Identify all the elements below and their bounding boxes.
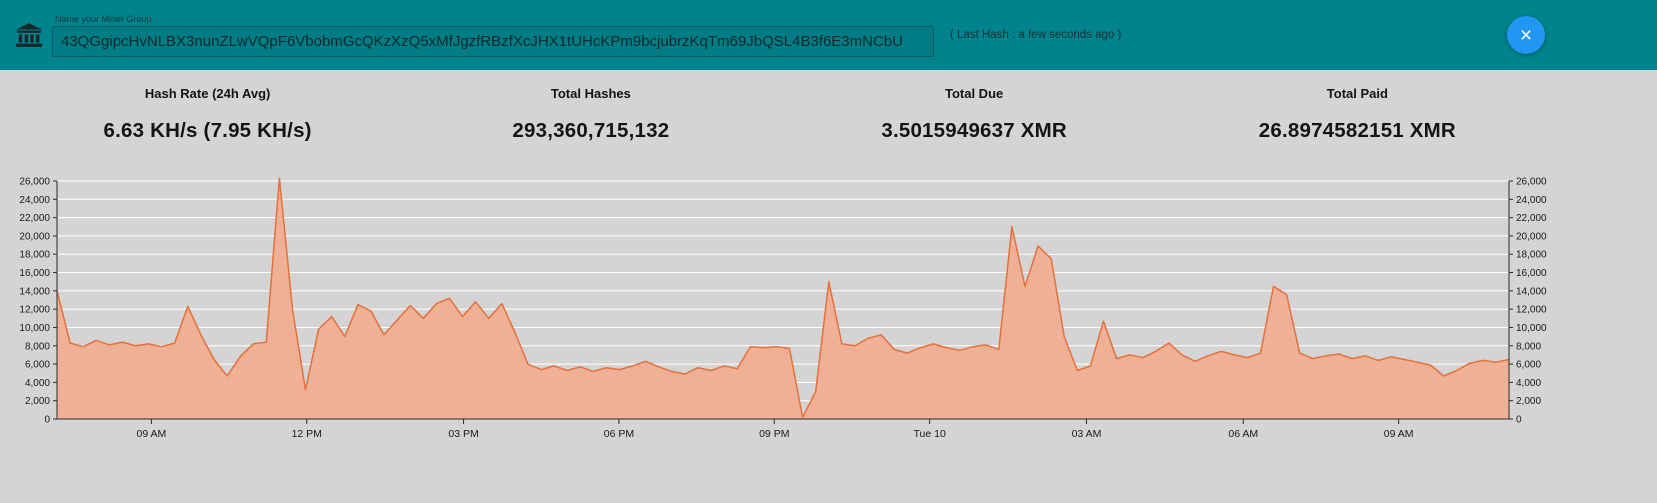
svg-text:22,000: 22,000 [19, 213, 50, 224]
svg-text:09 PM: 09 PM [759, 428, 789, 440]
svg-text:20,000: 20,000 [1516, 231, 1547, 242]
svg-text:16,000: 16,000 [1516, 268, 1547, 279]
bank-icon [14, 23, 44, 47]
stat-value: 3.5015949637 XMR [881, 119, 1067, 142]
svg-text:10,000: 10,000 [1516, 323, 1547, 334]
stat-total-paid: Total Paid 26.8974582151 XMR [1166, 86, 1549, 143]
svg-text:12,000: 12,000 [19, 305, 50, 316]
svg-text:12 PM: 12 PM [292, 428, 322, 440]
stat-label: Hash Rate (24h Avg) [144, 86, 271, 101]
svg-text:03 AM: 03 AM [1072, 428, 1102, 440]
svg-text:2,000: 2,000 [1516, 396, 1541, 407]
address-field-label: Name your Miner Group [55, 13, 152, 24]
svg-text:26,000: 26,000 [19, 177, 50, 188]
svg-text:10,000: 10,000 [19, 323, 50, 334]
svg-text:16,000: 16,000 [19, 268, 50, 279]
stat-label: Total Paid [1326, 86, 1388, 101]
svg-text:8,000: 8,000 [25, 341, 50, 352]
svg-text:4,000: 4,000 [1516, 378, 1541, 389]
stat-label: Total Due [944, 86, 1004, 101]
stat-hashrate: Hash Rate (24h Avg) 6.63 KH/s (7.95 KH/s… [16, 86, 399, 143]
last-hash-status: ( Last Hash : a few seconds ago ) [950, 29, 1122, 41]
svg-text:09 AM: 09 AM [1384, 428, 1414, 440]
svg-text:24,000: 24,000 [1516, 195, 1547, 206]
close-button[interactable]: × [1507, 16, 1545, 54]
stat-value: 293,360,715,132 [512, 119, 670, 142]
svg-text:03 PM: 03 PM [448, 428, 478, 440]
svg-text:2,000: 2,000 [25, 396, 50, 407]
stat-total-hashes: Total Hashes 293,360,715,132 [399, 86, 782, 143]
svg-text:6,000: 6,000 [25, 360, 50, 371]
hashrate-area-chart: 0 0 2,000 2,000 4,000 4,000 6,000 6,000 8,000 8,0… [19, 177, 1547, 441]
miner-dashboard: Name your Miner Group ( Last Hash : a fe… [0, 0, 1657, 451]
svg-text:4,000: 4,000 [25, 378, 50, 389]
svg-text:18,000: 18,000 [1516, 250, 1547, 261]
svg-text:24,000: 24,000 [19, 195, 50, 206]
stats-row: Hash Rate (24h Avg) 6.63 KH/s (7.95 KH/s… [16, 86, 1549, 143]
miner-address-input[interactable] [52, 25, 934, 57]
svg-text:22,000: 22,000 [1516, 213, 1547, 224]
svg-text:0: 0 [1516, 415, 1522, 426]
svg-text:06 AM: 06 AM [1228, 428, 1258, 440]
stat-total-due: Total Due 3.5015949637 XMR [783, 86, 1166, 143]
stat-label: Total Hashes [550, 86, 631, 101]
topbar: Name your Miner Group ( Last Hash : a fe… [0, 0, 1657, 70]
svg-text:09 AM: 09 AM [136, 428, 166, 440]
stat-value: 26.8974582151 XMR [1258, 119, 1456, 142]
hashrate-chart-section: 0 0 2,000 2,000 4,000 4,000 6,000 6,000 8,000 8,0… [0, 169, 1657, 451]
svg-text:0: 0 [44, 415, 50, 426]
svg-text:14,000: 14,000 [1516, 286, 1547, 297]
svg-text:12,000: 12,000 [1516, 305, 1547, 316]
address-field-group: Name your Miner Group [52, 14, 934, 57]
svg-text:Tue 10: Tue 10 [913, 428, 945, 440]
svg-text:6,000: 6,000 [1516, 360, 1541, 371]
svg-text:20,000: 20,000 [19, 231, 50, 242]
svg-text:26,000: 26,000 [1516, 177, 1547, 188]
svg-text:14,000: 14,000 [19, 286, 50, 297]
svg-text:18,000: 18,000 [19, 250, 50, 261]
close-icon: × [1519, 23, 1533, 47]
stat-value: 6.63 KH/s (7.95 KH/s) [103, 119, 312, 142]
svg-text:06 PM: 06 PM [604, 428, 634, 440]
svg-text:8,000: 8,000 [1516, 341, 1541, 352]
